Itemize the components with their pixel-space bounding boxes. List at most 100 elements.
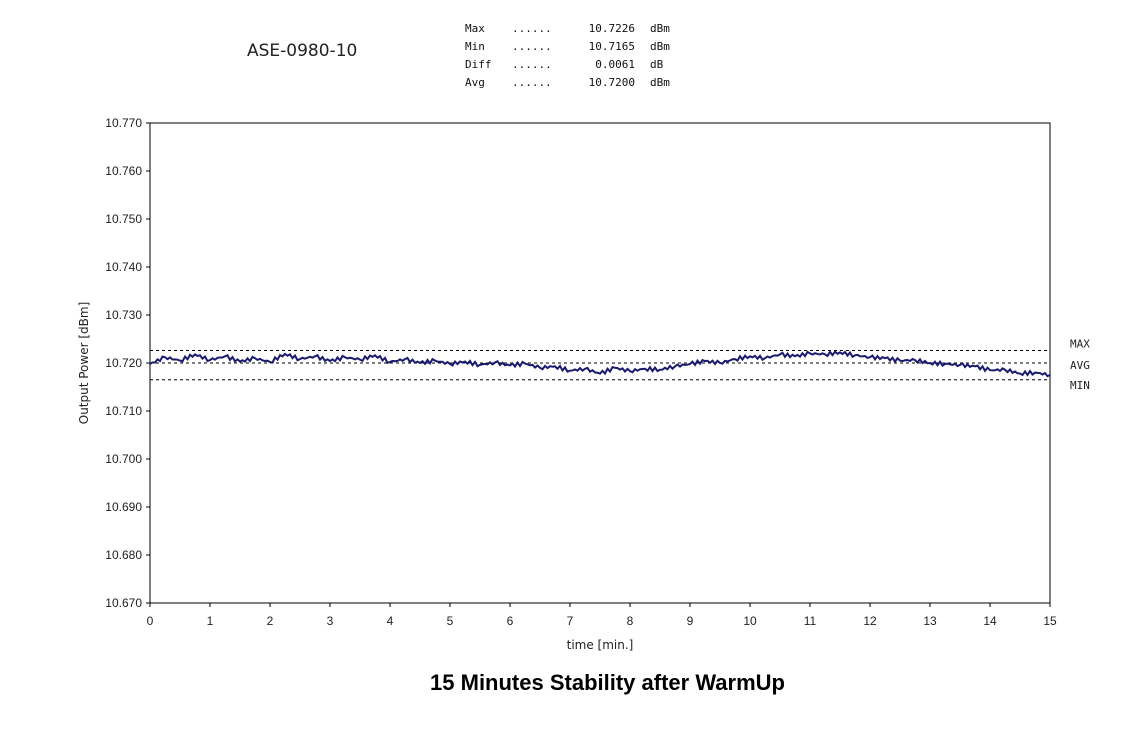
data-point [239, 360, 241, 363]
data-point [254, 357, 256, 360]
data-point [869, 356, 871, 359]
data-point [389, 361, 391, 363]
data-point [959, 364, 961, 366]
stat-dots: ...... [512, 76, 552, 89]
stat-dots: ...... [512, 40, 552, 53]
y-tick-label: 10.690 [105, 500, 142, 514]
x-tick-label: 4 [387, 614, 394, 628]
data-point [314, 355, 316, 358]
stat-label: Min [465, 40, 485, 53]
data-point [644, 367, 646, 370]
y-tick-label: 10.670 [105, 596, 142, 610]
data-point [344, 356, 346, 359]
x-tick-label: 0 [147, 614, 154, 628]
data-point [824, 353, 826, 356]
data-point [764, 357, 766, 360]
data-point [554, 365, 556, 368]
y-tick-label: 10.760 [105, 164, 142, 178]
stat-value: 10.7226 [588, 22, 635, 35]
stat-value: 10.7165 [588, 40, 635, 53]
stat-value: 10.7200 [588, 76, 635, 89]
y-tick-label: 10.740 [105, 260, 142, 274]
x-tick-label: 8 [627, 614, 634, 628]
ref-label-max: MAX [1070, 338, 1090, 351]
series-line [149, 350, 1051, 378]
x-tick-label: 6 [507, 614, 514, 628]
data-point [299, 358, 301, 360]
y-tick-label: 10.720 [105, 356, 142, 370]
data-point [1019, 372, 1021, 375]
stat-dots: ...... [512, 22, 552, 35]
data-point [539, 367, 541, 369]
data-point [569, 369, 571, 372]
data-point [674, 365, 676, 368]
data-point [524, 362, 526, 365]
data-point [584, 367, 586, 370]
stat-label: Avg [465, 76, 485, 89]
data-point [914, 359, 916, 361]
data-point [329, 360, 331, 362]
y-tick-label: 10.770 [105, 116, 142, 130]
data-point [464, 360, 466, 363]
x-tick-label: 13 [923, 614, 937, 628]
y-tick-label: 10.750 [105, 212, 142, 226]
ref-label-avg: AVG [1070, 359, 1090, 372]
y-tick-label: 10.700 [105, 452, 142, 466]
data-point [974, 365, 976, 368]
data-point [449, 363, 451, 365]
device-name: ASE-0980-10 [247, 41, 358, 61]
x-tick-label: 14 [983, 614, 997, 628]
stat-label: Diff [465, 58, 492, 71]
data-point [209, 359, 211, 361]
data-point [434, 359, 436, 362]
data-point [599, 372, 601, 375]
data-point [884, 357, 886, 360]
data-point [374, 354, 376, 357]
y-axis-label: Output Power [dBm] [77, 302, 91, 425]
stat-unit: dB [650, 58, 664, 71]
data-point [629, 370, 631, 372]
x-tick-label: 3 [327, 614, 334, 628]
data-point [929, 362, 931, 364]
data-point [689, 363, 691, 365]
x-tick-label: 10 [743, 614, 757, 628]
stat-label: Max [465, 22, 485, 35]
data-point [149, 363, 151, 365]
data-point [854, 354, 856, 357]
stat-value: 0.0061 [595, 58, 635, 71]
x-tick-label: 1 [207, 614, 214, 628]
data-point [779, 353, 781, 356]
data-point [749, 355, 751, 358]
x-tick-label: 9 [687, 614, 694, 628]
data-point [404, 358, 406, 360]
data-point [164, 356, 166, 359]
data-point [509, 364, 511, 367]
data-point [659, 368, 661, 371]
data-point [794, 355, 796, 358]
data-point [1049, 374, 1051, 376]
chart-title: 15 Minutes Stability after WarmUp [430, 670, 785, 695]
ref-label-min: MIN [1070, 379, 1090, 392]
x-tick-label: 12 [863, 614, 877, 628]
x-tick-label: 5 [447, 614, 454, 628]
data-point [1004, 368, 1006, 371]
data-point [614, 367, 616, 369]
x-tick-label: 2 [267, 614, 274, 628]
data-point [224, 355, 226, 358]
data-point [419, 362, 421, 364]
data-point [704, 360, 706, 362]
data-point [194, 353, 196, 356]
stat-unit: dBm [650, 22, 670, 35]
data-point [1034, 371, 1036, 374]
data-point [989, 369, 991, 372]
x-tick-label: 11 [804, 614, 817, 628]
data-point [809, 352, 811, 355]
y-tick-label: 10.710 [105, 404, 142, 418]
stat-dots: ...... [512, 58, 552, 71]
data-point [359, 358, 361, 361]
data-point [494, 361, 496, 364]
y-tick-label: 10.680 [105, 548, 142, 562]
data-point [734, 358, 736, 360]
x-axis-label: time [min.] [567, 638, 634, 652]
